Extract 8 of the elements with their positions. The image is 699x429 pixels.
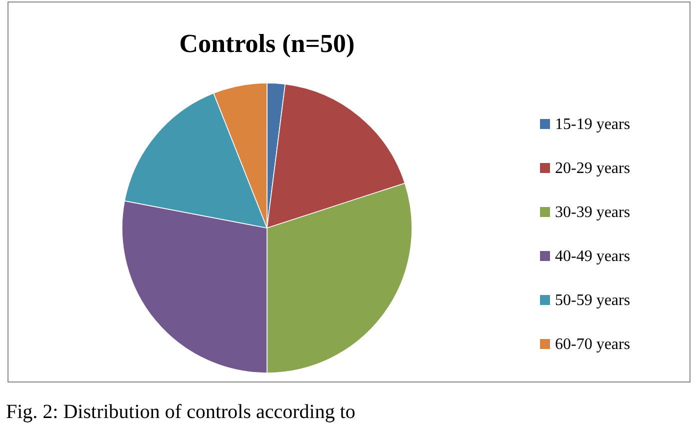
legend-label: 40-49 years (555, 248, 630, 265)
legend-label: 15-19 years (555, 116, 630, 133)
caption: Fig. 2: Distribution of controls according to (6, 401, 356, 423)
legend-label: 20-29 years (555, 160, 630, 177)
legend-label: 30-39 years (555, 204, 630, 221)
legend-label: 50-59 years (555, 292, 630, 309)
legend-label: 60-70 years (555, 336, 630, 353)
chart-title: Controls (n=50) (179, 29, 355, 58)
